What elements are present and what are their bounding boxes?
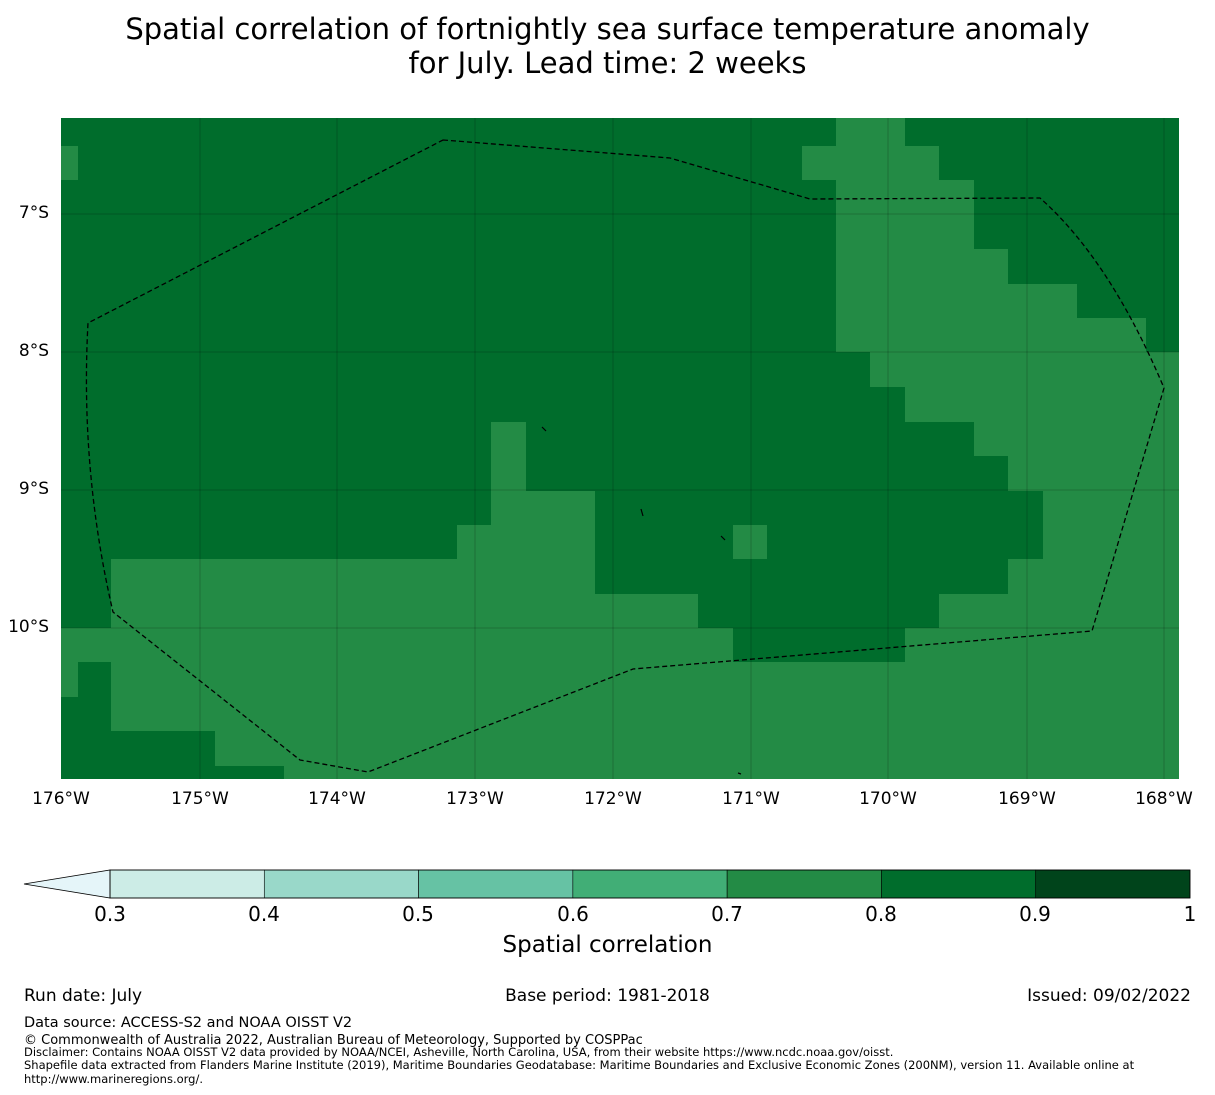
colorbar-label: Spatial correlation xyxy=(502,932,713,958)
chart-title: Spatial correlation of fortnightly sea s… xyxy=(0,12,1215,80)
correlation-region-0.8-0.9 xyxy=(61,662,284,779)
lon-label-170w: 170°W xyxy=(859,789,917,809)
base-period: Base period: 1981-2018 xyxy=(505,986,710,1006)
run-date: Run date: July xyxy=(24,986,143,1006)
island-atafu xyxy=(720,535,726,541)
lon-label-169w: 169°W xyxy=(998,789,1056,809)
correlation-region-0.7-0.8 xyxy=(733,525,767,559)
eez-boundary xyxy=(85,139,1165,773)
disclaimer: Disclaimer: Contains NOAA OISST V2 data … xyxy=(24,1045,894,1059)
copyright: © Commonwealth of Australia 2022, Austra… xyxy=(24,1033,643,1048)
colorbar-tick-0.5: 0.5 xyxy=(402,902,434,926)
lon-label-171w: 171°W xyxy=(722,789,780,809)
title-line-1: Spatial correlation of fortnightly sea s… xyxy=(125,12,1090,46)
lat-label-10s: 10°S xyxy=(8,617,49,637)
colorbar-segment xyxy=(418,869,574,899)
colorbar-segment xyxy=(881,869,1037,899)
colorbar-segment xyxy=(726,869,882,899)
colorbar-extend-triangle xyxy=(23,869,111,899)
correlation-cells xyxy=(61,118,1179,779)
lat-label-9s: 9°S xyxy=(18,479,49,499)
correlation-map xyxy=(61,118,1179,779)
colorbar-segments xyxy=(109,869,1191,899)
map-gridlines xyxy=(61,118,1179,779)
colorbar-segment xyxy=(109,869,265,899)
shapefile-url: http://www.marineregions.org/. xyxy=(24,1072,203,1086)
lon-label-168w: 168°W xyxy=(1135,789,1193,809)
shapefile-credit: Shapefile data extracted from Flanders M… xyxy=(24,1058,1135,1072)
correlation-region-0.7-0.8 xyxy=(61,146,78,180)
lon-label-172w: 172°W xyxy=(584,789,642,809)
island-swains xyxy=(737,772,742,775)
colorbar-tick-1: 1 xyxy=(1183,902,1197,926)
data-source: Data source: ACCESS-S2 and NOAA OISST V2 xyxy=(24,1015,353,1031)
colorbar-segment xyxy=(263,869,419,899)
correlation-region-0.7-0.8 xyxy=(61,118,1179,779)
colorbar-tick-0.8: 0.8 xyxy=(865,902,897,926)
colorbar-frame xyxy=(109,869,1191,899)
lon-label-175w: 175°W xyxy=(171,789,229,809)
colorbar-tick-0.4: 0.4 xyxy=(248,902,280,926)
colorbar xyxy=(23,869,1191,899)
island-nukunonu xyxy=(640,508,644,517)
colorbar-tick-0.6: 0.6 xyxy=(557,902,589,926)
title-line-2: for July. Lead time: 2 weeks xyxy=(408,46,807,80)
colorbar-tick-0.9: 0.9 xyxy=(1019,902,1051,926)
colorbar-segment xyxy=(572,869,728,899)
lat-label-8s: 8°S xyxy=(18,341,49,361)
colorbar-tick-0.7: 0.7 xyxy=(711,902,743,926)
lat-label-7s: 7°S xyxy=(18,203,49,223)
lon-label-174w: 174°W xyxy=(308,789,366,809)
lon-label-173w: 173°W xyxy=(446,789,504,809)
colorbar-tick-0.3: 0.3 xyxy=(94,902,126,926)
issued-date: Issued: 09/02/2022 xyxy=(1027,986,1191,1006)
colorbar-segment xyxy=(1035,869,1191,899)
island-fakaofo xyxy=(541,426,547,432)
lon-label-176w: 176°W xyxy=(32,789,90,809)
